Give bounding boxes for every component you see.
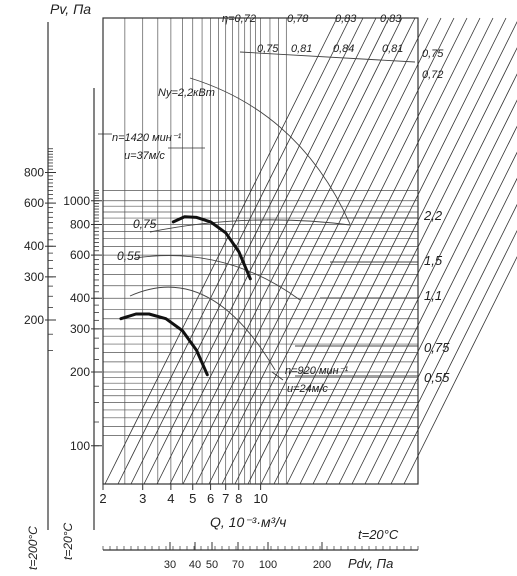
series-2-speed-label: n=920 мин⁻¹ bbox=[285, 365, 348, 377]
axis-t200-label: t=200°C bbox=[26, 526, 40, 570]
efficiency-arc bbox=[134, 255, 301, 301]
axis-t20-tick-label: 100 bbox=[70, 439, 90, 453]
efficiency-label-right: 0,75 bbox=[422, 48, 444, 60]
power-label-055: 0,55 bbox=[117, 249, 141, 263]
efficiency-label-row2: 0,81 bbox=[382, 43, 403, 55]
x-tick-label: 4 bbox=[167, 491, 174, 506]
efficiency-label-right: 0,72 bbox=[422, 69, 443, 81]
system-line bbox=[312, 73, 517, 485]
performance-curve-1 bbox=[171, 215, 252, 281]
series-1-velocity-label: u=37м/с bbox=[124, 150, 165, 162]
system-line bbox=[117, 17, 351, 485]
system-line bbox=[208, 17, 442, 485]
y-axis-title: Pv, Па bbox=[50, 1, 91, 17]
power-label-right: 1,1 bbox=[424, 288, 442, 303]
pdv-axis-label: Pdv, Па bbox=[348, 556, 393, 571]
axis-t200-tick-label: 200 bbox=[24, 313, 44, 327]
leader-line bbox=[271, 371, 284, 381]
efficiency-label-row2: 0,84 bbox=[333, 43, 354, 55]
system-line bbox=[260, 17, 494, 485]
leader-lines bbox=[98, 133, 284, 381]
system-line bbox=[182, 17, 416, 485]
axis-t20-tick-label: 300 bbox=[70, 322, 90, 336]
efficiency-arc bbox=[239, 51, 416, 63]
power-label-right: 0,75 bbox=[424, 340, 450, 355]
system-line bbox=[156, 17, 390, 485]
efficiency-label-row2: 0,81 bbox=[291, 43, 312, 55]
efficiency-label-row2: 0,75 bbox=[257, 43, 279, 55]
efficiency-arc bbox=[189, 77, 351, 225]
system-line bbox=[299, 47, 517, 485]
system-line bbox=[325, 99, 517, 485]
power-label-right: 1,5 bbox=[424, 253, 443, 268]
system-line bbox=[286, 21, 517, 485]
axis-t20-tick-label: 200 bbox=[70, 365, 90, 379]
x-tick-label: 2 bbox=[99, 491, 106, 506]
system-line bbox=[364, 177, 517, 485]
system-line bbox=[130, 17, 364, 485]
x-tick-label: 5 bbox=[189, 491, 196, 506]
system-line bbox=[143, 17, 377, 485]
chart-labels: 800600400300200t=200°C100080060040030020… bbox=[24, 1, 450, 571]
axis-t200-tick-label: 800 bbox=[24, 165, 44, 179]
power-label-nominal: Ny=2,2кВт bbox=[158, 87, 215, 99]
axis-t20-tick-label: 600 bbox=[70, 248, 90, 262]
efficiency-arc bbox=[149, 219, 351, 233]
system-line bbox=[169, 17, 403, 485]
pdv-tick-label: 50 bbox=[206, 559, 218, 571]
system-line bbox=[377, 203, 517, 485]
performance-curve-2 bbox=[119, 312, 209, 377]
axis-t20-tick-label: 1000 bbox=[63, 194, 90, 208]
x-tick-label: 6 bbox=[207, 491, 214, 506]
pdv-tick-label: 40 bbox=[189, 559, 201, 571]
pdv-tick-label: 100 bbox=[259, 559, 277, 571]
diagonal-lines bbox=[104, 17, 517, 485]
x-axis-title: Q, 10⁻³·м³/ч bbox=[210, 514, 286, 530]
system-line bbox=[247, 17, 481, 485]
axis-t200-tick-label: 600 bbox=[24, 196, 44, 210]
plot-frame bbox=[45, 17, 419, 551]
system-line bbox=[234, 17, 468, 485]
power-label-075: 0,75 bbox=[133, 217, 157, 231]
pdv-temperature-label: t=20°C bbox=[358, 527, 399, 542]
pdv-tick-label: 30 bbox=[164, 559, 176, 571]
system-line bbox=[195, 17, 429, 485]
axis-t200-tick-label: 400 bbox=[24, 239, 44, 253]
x-tick-label: 7 bbox=[222, 491, 229, 506]
power-label-right: 2,2 bbox=[423, 208, 443, 223]
system-line bbox=[390, 230, 517, 485]
pdv-tick-label: 70 bbox=[232, 559, 244, 571]
efficiency-label-top: 0,78 bbox=[287, 13, 309, 25]
axis-t20-tick-label: 400 bbox=[70, 291, 90, 305]
performance-curves bbox=[119, 215, 252, 377]
axis-t20-tick-label: 800 bbox=[70, 217, 90, 231]
system-line bbox=[104, 17, 338, 485]
x-tick-label: 10 bbox=[253, 491, 267, 506]
system-line bbox=[221, 17, 455, 485]
system-line bbox=[403, 256, 517, 485]
efficiency-label-top: η=0,72 bbox=[222, 13, 256, 25]
series-2-velocity-label: u=24м/с bbox=[287, 383, 328, 395]
system-line bbox=[338, 125, 517, 485]
x-tick-label: 3 bbox=[139, 491, 146, 506]
efficiency-label-top: 0,83 bbox=[380, 13, 402, 25]
power-label-right: 0,55 bbox=[424, 370, 450, 385]
series-1-speed-label: n=1420 мин⁻¹ bbox=[112, 132, 182, 144]
efficiency-label-top: 0,83 bbox=[335, 13, 357, 25]
efficiency-arcs bbox=[129, 51, 418, 377]
x-tick-label: 8 bbox=[235, 491, 242, 506]
efficiency-arc bbox=[129, 286, 276, 371]
axis-t200-tick-label: 300 bbox=[24, 270, 44, 284]
pdv-tick-label: 200 bbox=[313, 559, 331, 571]
axis-t20-label: t=20°C bbox=[61, 523, 75, 560]
grid bbox=[103, 18, 418, 484]
system-line bbox=[351, 151, 517, 485]
system-line bbox=[273, 17, 507, 485]
